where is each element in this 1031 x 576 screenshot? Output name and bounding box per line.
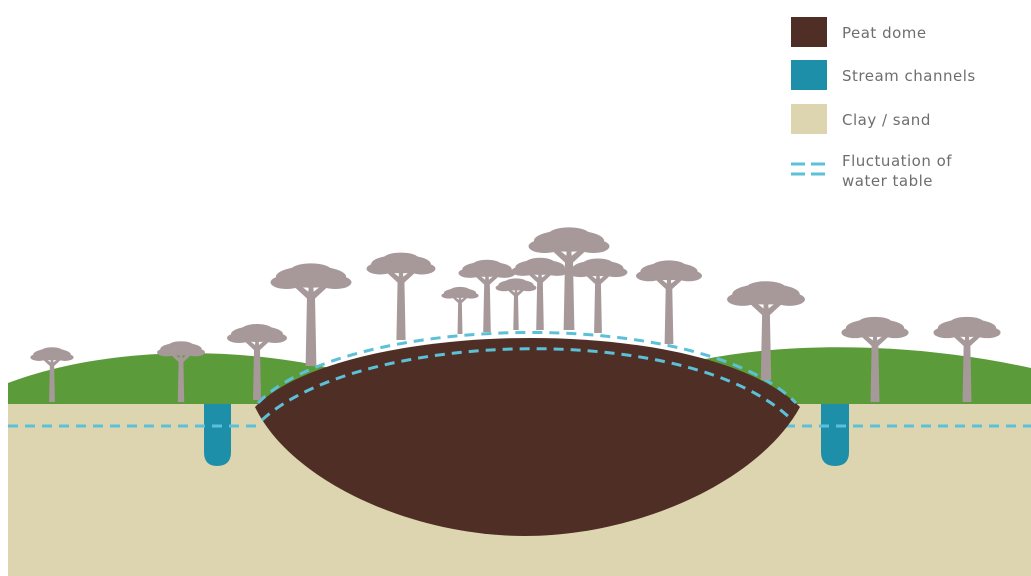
legend-label-water-table-line2: water table (842, 172, 933, 190)
water-table-upper (256, 330, 798, 405)
legend-label-water-table-line1: Fluctuation of (842, 152, 952, 170)
tree-icon (366, 252, 436, 340)
tree-icon (636, 260, 702, 344)
water-table-lower (260, 347, 794, 422)
legend-label-stream-channels: Stream channels (842, 67, 976, 85)
grass-left (8, 353, 330, 404)
legend: Peat dome Stream channels Clay / sand Fl… (791, 17, 976, 190)
tree-icon (270, 263, 352, 366)
legend-swatch-clay-sand (791, 104, 827, 134)
legend-label-clay-sand: Clay / sand (842, 111, 931, 129)
peat-dome (255, 337, 800, 536)
legend-swatch-stream-channels (791, 60, 827, 90)
legend-label-peat-dome: Peat dome (842, 24, 927, 42)
stream-channel-left (204, 404, 231, 466)
legend-swatch-peat-dome (791, 17, 827, 47)
tree-icon (441, 286, 479, 334)
tree-icon (568, 258, 628, 333)
legend-swatch-water-table (791, 162, 828, 176)
stream-channel-right (821, 404, 849, 466)
tree-icon (495, 278, 537, 330)
